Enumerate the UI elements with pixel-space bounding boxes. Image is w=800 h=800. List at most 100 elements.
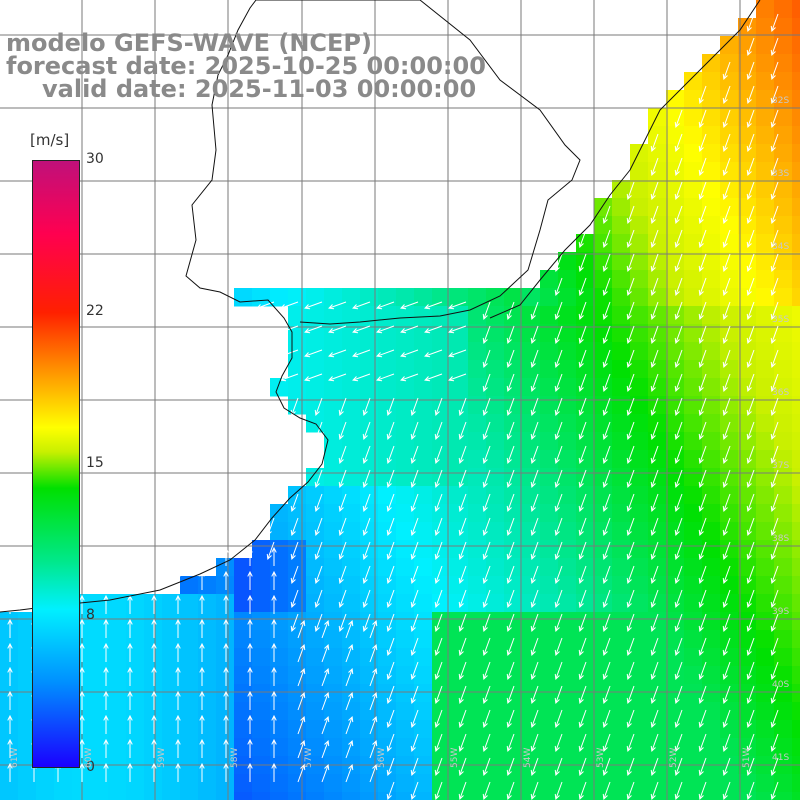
wind-arrow <box>458 613 467 632</box>
wind-cell <box>720 180 739 199</box>
wind-cell <box>108 774 127 793</box>
wind-arrow <box>554 757 563 776</box>
wind-arrow <box>722 421 731 440</box>
wind-cell <box>576 234 595 253</box>
wind-arrow <box>650 205 659 224</box>
wind-cell <box>594 288 613 307</box>
wind-arrow <box>410 445 419 464</box>
wind-cell <box>594 576 613 595</box>
wind-arrow <box>223 642 229 662</box>
wind-cell <box>342 450 361 469</box>
wind-arrow <box>79 594 85 614</box>
wind-arrow <box>698 349 707 368</box>
wind-cell <box>774 342 793 361</box>
wind-arrow <box>770 277 779 296</box>
wind-cell <box>684 180 703 199</box>
wind-cell <box>630 342 649 361</box>
wind-arrow <box>578 421 587 440</box>
wind-arrow <box>770 589 779 608</box>
wind-cell <box>558 738 577 757</box>
wind-cell <box>756 234 775 253</box>
wind-arrow <box>297 764 306 783</box>
wind-cell <box>666 396 685 415</box>
latitude-label: 40S <box>772 680 790 690</box>
wind-arrow <box>770 493 779 512</box>
wind-arrow <box>650 565 659 584</box>
wind-cell <box>612 540 631 559</box>
wind-cell <box>756 378 775 397</box>
wind-cell <box>594 360 613 379</box>
wind-arrow <box>271 738 277 758</box>
wind-cell <box>504 684 523 703</box>
wind-cell <box>756 702 775 721</box>
wind-arrow <box>386 397 395 416</box>
wind-cell <box>504 594 523 613</box>
wind-cell <box>414 522 433 541</box>
wind-arrow <box>151 714 157 734</box>
wind-cell <box>396 684 415 703</box>
wind-cell <box>180 774 199 793</box>
wind-arrow <box>770 85 779 104</box>
wind-arrow <box>698 205 707 224</box>
wind-arrow <box>602 685 611 704</box>
wind-cell <box>558 630 577 649</box>
wind-arrow <box>321 620 330 639</box>
wind-arrow <box>338 397 347 416</box>
wind-arrow <box>482 469 491 488</box>
wind-cell <box>774 234 793 253</box>
wind-cell <box>432 378 451 397</box>
wind-cell <box>396 306 415 325</box>
wind-arrow <box>175 618 181 638</box>
wind-cell <box>558 702 577 721</box>
wind-arrow <box>746 229 755 248</box>
wind-cell <box>630 306 649 325</box>
wind-arrow <box>674 757 683 776</box>
wind-arrow <box>578 397 587 416</box>
wind-arrow <box>127 762 133 782</box>
wind-arrow <box>698 613 707 632</box>
wind-cell <box>144 630 163 649</box>
wind-cell <box>702 702 721 721</box>
wind-arrow <box>746 589 755 608</box>
wind-arrow <box>386 565 395 584</box>
wind-arrow <box>328 373 347 382</box>
wind-cell <box>324 540 343 559</box>
wind-cell <box>612 216 631 235</box>
wind-cell <box>252 612 271 631</box>
wind-arrow <box>199 714 205 734</box>
wind-cell <box>666 324 685 343</box>
wind-arrow <box>746 685 755 704</box>
wind-arrow <box>7 666 13 686</box>
wind-arrow <box>434 781 443 800</box>
wind-cell <box>558 306 577 325</box>
wind-cell <box>108 594 127 613</box>
wind-cell <box>648 396 667 415</box>
wind-arrow <box>362 517 371 536</box>
wind-arrow <box>424 301 443 310</box>
wind-cell <box>306 630 325 649</box>
wind-cell <box>18 612 37 631</box>
wind-arrow <box>506 397 515 416</box>
wind-cell <box>342 720 361 739</box>
wind-arrow <box>175 690 181 710</box>
wind-cell <box>342 504 361 523</box>
wind-arrow <box>247 570 253 590</box>
wind-cell <box>90 612 109 631</box>
wind-cell <box>342 792 361 800</box>
wind-arrow <box>674 133 683 152</box>
wind-cell <box>738 684 757 703</box>
wind-cell <box>648 252 667 271</box>
wind-cell <box>234 684 253 703</box>
wind-cell <box>108 702 127 721</box>
wind-cell <box>162 720 181 739</box>
wind-cell <box>612 666 631 685</box>
wind-cell <box>792 774 800 793</box>
wind-cell <box>342 576 361 595</box>
wind-arrow <box>626 709 635 728</box>
wind-arrow <box>328 349 347 358</box>
wind-arrow <box>410 661 419 680</box>
wind-cell <box>414 738 433 757</box>
wind-cell <box>450 342 469 361</box>
wind-arrow <box>376 349 395 358</box>
